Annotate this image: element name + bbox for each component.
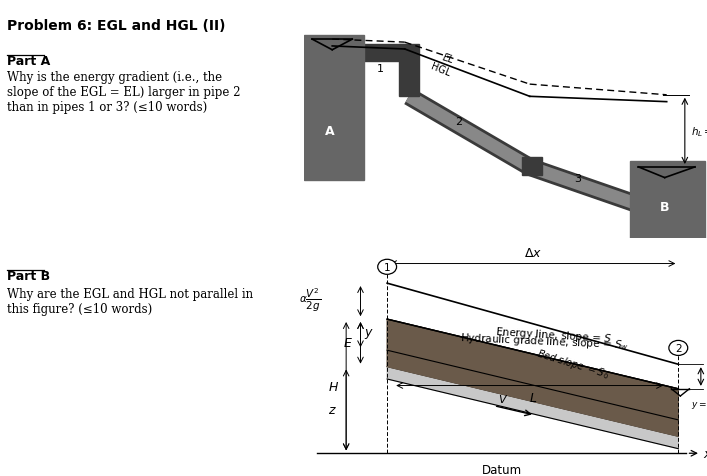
Polygon shape: [387, 319, 678, 436]
Text: $H$: $H$: [328, 380, 339, 393]
Text: $\alpha\dfrac{V^2}{2g}$: $\alpha\dfrac{V^2}{2g}$: [299, 287, 321, 313]
Text: HGL: HGL: [429, 61, 452, 78]
Bar: [631, 162, 705, 242]
Text: Hydraulic grade line, slope = $S_w$: Hydraulic grade line, slope = $S_w$: [460, 330, 630, 352]
Polygon shape: [387, 367, 678, 449]
Text: A: A: [325, 125, 335, 138]
Text: 3: 3: [575, 174, 582, 184]
Text: Problem 6: EGL and HGL (II): Problem 6: EGL and HGL (II): [6, 19, 225, 33]
Text: $y$: $y$: [364, 327, 373, 340]
Text: $z$: $z$: [328, 404, 337, 416]
Text: Part B: Part B: [6, 269, 49, 282]
Bar: [399, 45, 419, 97]
Text: $h_f$: $h_f$: [706, 369, 707, 385]
Circle shape: [378, 260, 397, 275]
Text: $x$: $x$: [703, 447, 707, 460]
Text: $h_L = \Delta z$: $h_L = \Delta z$: [691, 125, 707, 139]
Text: Energy line, slope = $S$: Energy line, slope = $S$: [495, 324, 612, 345]
Text: $y = y_n$: $y = y_n$: [691, 399, 707, 410]
Text: $L$: $L$: [529, 392, 537, 405]
Text: Why is the energy gradient (i.e., the
slope of the EGL = EL) larger in pipe 2
th: Why is the energy gradient (i.e., the sl…: [6, 71, 240, 114]
Text: 1: 1: [377, 64, 384, 73]
Text: Why are the EGL and HGL not parallel in
this figure? (≤10 words): Why are the EGL and HGL not parallel in …: [6, 287, 252, 315]
Text: 2: 2: [675, 343, 682, 353]
Text: 1: 1: [384, 262, 390, 272]
Text: Datum: Datum: [482, 463, 522, 476]
Text: EL: EL: [441, 52, 455, 66]
Text: B: B: [660, 201, 670, 214]
Text: 2: 2: [455, 117, 462, 127]
Text: Part A: Part A: [6, 55, 49, 68]
Bar: [522, 158, 542, 175]
Text: $E$: $E$: [344, 337, 354, 349]
Text: Bed slope $= S_0$: Bed slope $= S_0$: [534, 346, 611, 381]
Circle shape: [669, 341, 688, 356]
Text: $\Delta x$: $\Delta x$: [524, 246, 542, 259]
Text: $V$: $V$: [498, 392, 508, 404]
Bar: [304, 36, 365, 181]
Bar: [365, 45, 409, 62]
